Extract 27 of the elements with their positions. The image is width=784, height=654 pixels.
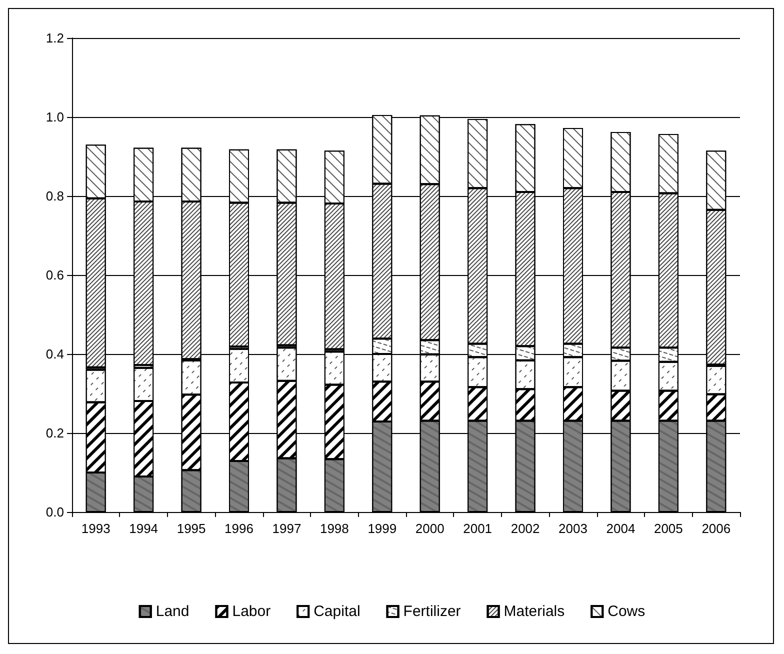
y-tick-label: 1.0: [46, 110, 64, 124]
legend-label: Cows: [608, 603, 646, 620]
legend-label: Labor: [232, 603, 271, 620]
y-tick-label: 0.0: [46, 504, 64, 520]
x-tick-label: 1996: [224, 521, 254, 536]
legend-label: Materials: [504, 603, 565, 620]
y-tick-label: 0.2: [46, 426, 64, 440]
x-tick-label: 2004: [606, 521, 636, 536]
x-tick-label: 1997: [272, 521, 302, 536]
y-tick-label: 1.2: [46, 30, 64, 46]
x-tick-label: 2002: [510, 521, 540, 536]
x-tick-label: 1993: [81, 521, 110, 536]
y-tick-label: 0.6: [46, 268, 64, 282]
x-tick-label: 2003: [558, 521, 588, 536]
x-tick-label: 1994: [129, 521, 158, 536]
legend-label: Capital: [314, 603, 360, 620]
x-tick-label: 1998: [320, 521, 349, 536]
x-tick-label: 1999: [368, 521, 397, 536]
y-tick-label: 0.8: [46, 188, 64, 204]
x-tick-label: 2006: [702, 521, 731, 536]
y-tick-label: 0.4: [46, 346, 64, 362]
legend-label: Fertilizer: [403, 603, 461, 620]
legend-label: Land: [156, 603, 190, 620]
x-tick-label: 2005: [654, 521, 683, 536]
x-tick-label: 2001: [463, 521, 492, 536]
x-tick-label: 1995: [176, 521, 206, 536]
x-tick-label: 2000: [415, 521, 444, 536]
